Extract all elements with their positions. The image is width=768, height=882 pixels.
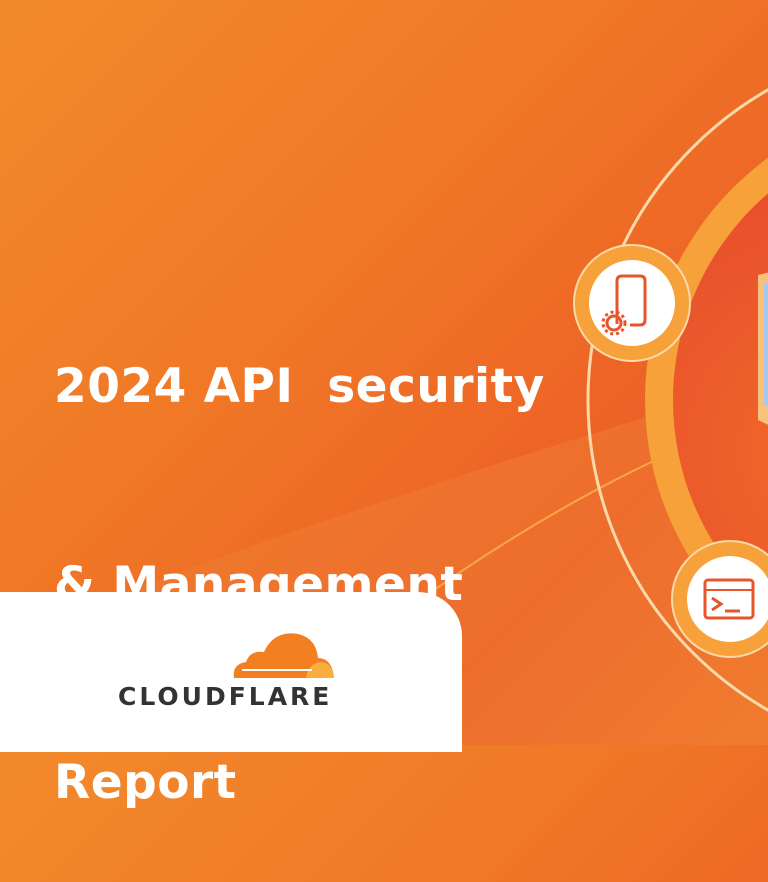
mobile-settings-icon	[573, 244, 691, 362]
terminal-window-icon	[671, 540, 768, 658]
inner-disk	[673, 193, 768, 607]
report-title: 2024 API security & Management Report	[54, 222, 545, 882]
title-line-3: Report	[54, 755, 237, 810]
brand-name: CLOUDFLARE	[118, 682, 333, 711]
cloudflare-cloud-icon	[233, 633, 334, 678]
brand-logo-card: CLOUDFLARE	[0, 592, 462, 752]
title-line-1: 2024 API security	[54, 359, 545, 414]
outer-orbit-ring	[586, 88, 768, 712]
